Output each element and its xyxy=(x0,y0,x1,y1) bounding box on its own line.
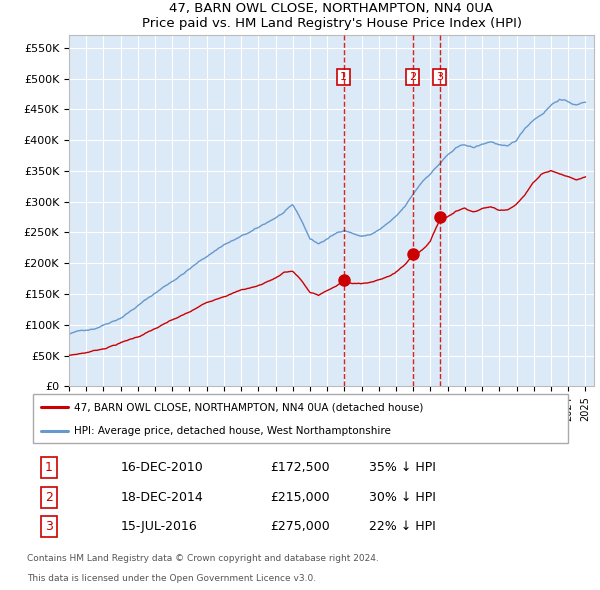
Text: 2: 2 xyxy=(45,490,53,504)
Text: 16-DEC-2010: 16-DEC-2010 xyxy=(121,461,203,474)
Text: Contains HM Land Registry data © Crown copyright and database right 2024.: Contains HM Land Registry data © Crown c… xyxy=(27,555,379,563)
Text: 3: 3 xyxy=(45,520,53,533)
Text: £172,500: £172,500 xyxy=(270,461,329,474)
Text: 1: 1 xyxy=(340,73,347,82)
Text: 2: 2 xyxy=(409,73,416,82)
Text: 47, BARN OWL CLOSE, NORTHAMPTON, NN4 0UA (detached house): 47, BARN OWL CLOSE, NORTHAMPTON, NN4 0UA… xyxy=(74,402,423,412)
Text: 18-DEC-2014: 18-DEC-2014 xyxy=(121,490,203,504)
FancyBboxPatch shape xyxy=(32,395,568,443)
Text: 22% ↓ HPI: 22% ↓ HPI xyxy=(369,520,436,533)
Text: 15-JUL-2016: 15-JUL-2016 xyxy=(121,520,197,533)
Text: This data is licensed under the Open Government Licence v3.0.: This data is licensed under the Open Gov… xyxy=(27,573,316,583)
Text: HPI: Average price, detached house, West Northamptonshire: HPI: Average price, detached house, West… xyxy=(74,425,391,435)
Title: 47, BARN OWL CLOSE, NORTHAMPTON, NN4 0UA
Price paid vs. HM Land Registry's House: 47, BARN OWL CLOSE, NORTHAMPTON, NN4 0UA… xyxy=(142,2,521,30)
Text: £275,000: £275,000 xyxy=(270,520,329,533)
Text: 35% ↓ HPI: 35% ↓ HPI xyxy=(369,461,436,474)
Text: £215,000: £215,000 xyxy=(270,490,329,504)
Text: 30% ↓ HPI: 30% ↓ HPI xyxy=(369,490,436,504)
Text: 1: 1 xyxy=(45,461,53,474)
Text: 3: 3 xyxy=(436,73,443,82)
